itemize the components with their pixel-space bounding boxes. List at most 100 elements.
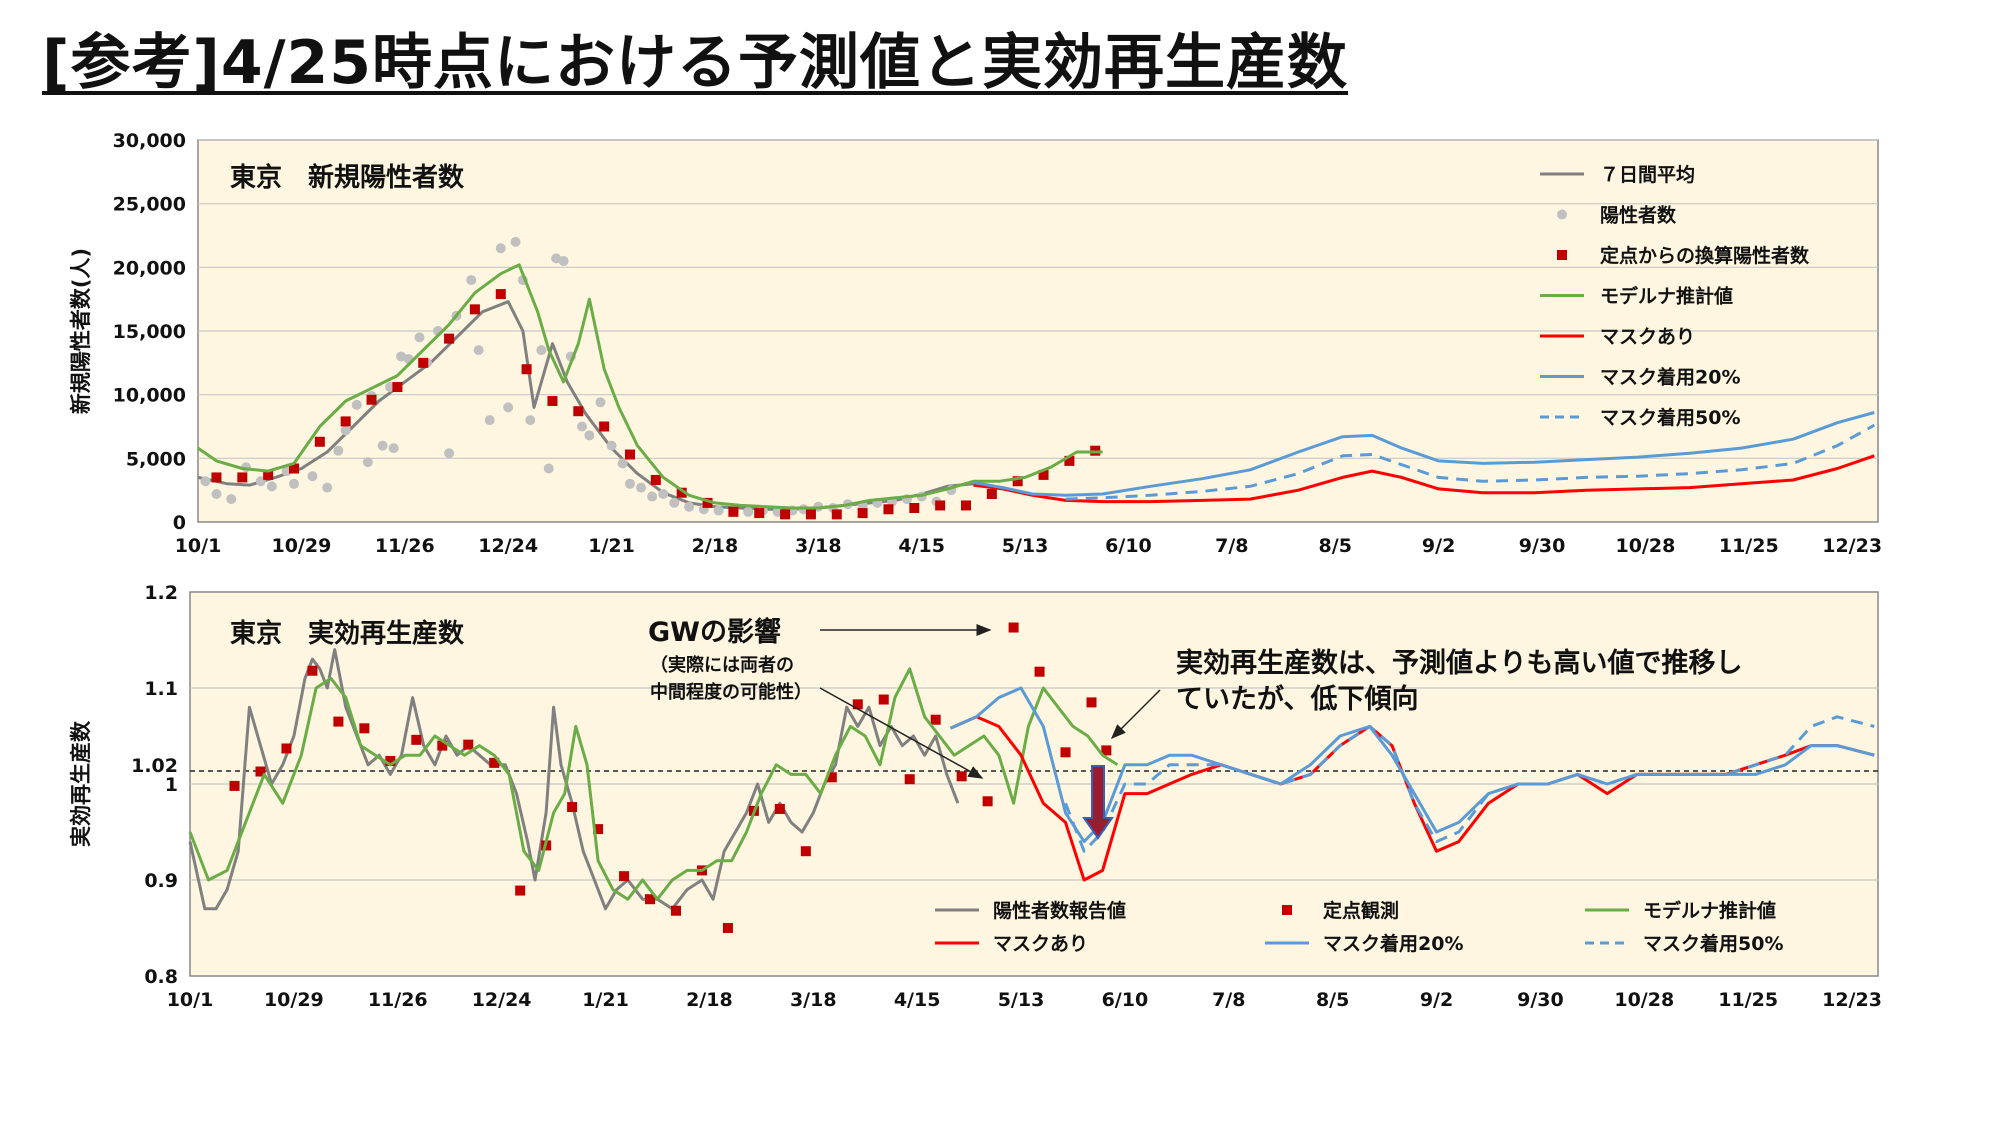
x-tick-label: 10/29 (271, 535, 331, 557)
data-point (322, 482, 333, 493)
data-point (211, 488, 222, 499)
data-point (503, 402, 514, 413)
page-title: [参考]4/25時点における予測値と実効再生産数 (42, 28, 1349, 98)
series-group (188, 622, 1875, 933)
data-point (543, 463, 554, 474)
data-marker (444, 333, 455, 344)
series-line (973, 454, 1875, 504)
data-marker (754, 508, 765, 519)
series-line (1065, 423, 1876, 501)
data-marker (619, 871, 630, 882)
x-tick-label: 1/21 (588, 535, 635, 557)
legend-swatch (1557, 209, 1567, 220)
x-tick-label: 12/23 (1822, 989, 1882, 1011)
new-cases-chart: 30,000 25,000 20,000 15,000 10,000 5,000 0 10/… (69, 130, 1882, 557)
x-tick-label: 4/15 (898, 535, 945, 557)
data-marker (255, 766, 266, 777)
data-marker (469, 304, 480, 315)
gw-annotation-note: （実際には両者の (650, 654, 794, 676)
data-marker (1060, 747, 1071, 758)
data-point (577, 421, 587, 432)
data-point (669, 497, 680, 508)
data-point (362, 457, 373, 468)
series-line (188, 667, 1119, 901)
data-marker (567, 802, 578, 813)
data-marker (961, 500, 971, 511)
x-tick-label: 3/18 (790, 989, 837, 1011)
y-tick-label: 1.2 (144, 582, 178, 604)
y-axis-label: 新規陽性者数(人) (69, 248, 93, 414)
x-tick-label: 6/10 (1102, 989, 1149, 1011)
x-tick-label: 9/30 (1519, 535, 1566, 557)
y-tick-label: 5,000 (126, 448, 186, 470)
x-tick-label: 10/1 (167, 989, 214, 1011)
x-tick-label: 7/8 (1215, 535, 1248, 557)
x-tick-label: 7/8 (1212, 989, 1245, 1011)
data-point (289, 478, 299, 489)
x-tick-label: 5/13 (1002, 535, 1049, 557)
drop-arrow (1082, 765, 1114, 840)
legend: ７日間平均陽性者数定点からの換算陽性者数モデルナ推計値マスクありマスク着用20%… (1540, 163, 1810, 429)
data-marker (702, 497, 713, 508)
data-point (377, 440, 388, 451)
x-tick-labels: 10/1 10/29 11/26 12/24 1/21 2/18 3/18 4/15 5/13 6… (167, 989, 1882, 1011)
x-tick-label: 9/2 (1422, 535, 1455, 557)
data-marker (1008, 622, 1019, 633)
data-point (414, 332, 425, 343)
data-marker (904, 774, 915, 785)
data-point (388, 443, 399, 454)
data-point (713, 505, 724, 516)
legend-label: マスク着用20% (1323, 932, 1463, 955)
legend-label: 陽性者数報告値 (993, 899, 1126, 922)
series-line (197, 263, 1103, 510)
x-tick-label: 3/18 (795, 535, 842, 557)
data-marker (956, 771, 967, 782)
x-tick-label: 2/18 (686, 989, 733, 1011)
data-marker (307, 665, 318, 676)
x-tick-label: 4/15 (894, 989, 941, 1011)
legend-label: マスク着用50% (1600, 406, 1740, 429)
data-marker (281, 743, 292, 754)
x-tick-label: 11/25 (1718, 989, 1778, 1011)
y-tick-labels: 1.2 1.1 1.021 0.9 0.8 (131, 582, 178, 988)
data-marker (411, 734, 422, 745)
gw-annotation-note: 中間程度の可能性） (650, 681, 812, 703)
x-tick-label: 12/24 (472, 989, 532, 1011)
data-marker (800, 846, 811, 857)
legend-label: 陽性者数 (1600, 204, 1677, 227)
y-tick-label: 25,000 (113, 194, 186, 216)
data-marker (986, 488, 997, 499)
x-tick-label: 6/10 (1105, 535, 1152, 557)
data-point (536, 345, 547, 356)
data-marker (883, 504, 894, 515)
data-marker (418, 357, 429, 368)
x-tick-label: 1/21 (582, 989, 629, 1011)
data-marker (599, 421, 610, 432)
y-tick-label: 10,000 (113, 385, 186, 407)
data-marker (263, 469, 274, 480)
data-marker (340, 416, 351, 427)
data-marker (728, 506, 739, 517)
data-point (495, 243, 506, 254)
x-tick-label: 10/28 (1615, 535, 1675, 557)
legend-swatch (1557, 250, 1567, 260)
data-marker (676, 487, 687, 498)
legend-swatch (1282, 905, 1292, 915)
data-marker (1064, 455, 1075, 466)
data-marker (831, 509, 842, 520)
data-marker (237, 472, 248, 483)
legend-label: ７日間平均 (1600, 163, 1695, 186)
data-point (226, 494, 237, 505)
data-marker (366, 394, 377, 405)
data-point (200, 476, 211, 487)
data-marker (780, 509, 791, 520)
x-tick-label: 12/23 (1822, 535, 1882, 557)
data-point (333, 445, 344, 456)
data-marker (521, 364, 532, 375)
y-tick-label: 0 (173, 512, 186, 534)
data-marker (1034, 666, 1045, 677)
reproduction-number-chart: 1.2 1.1 1.021 0.9 0.8 10/1 10/29 11/26 12/24 1/2… (69, 582, 1882, 1011)
data-marker (359, 723, 370, 734)
data-marker (805, 509, 816, 520)
data-point (473, 345, 484, 356)
